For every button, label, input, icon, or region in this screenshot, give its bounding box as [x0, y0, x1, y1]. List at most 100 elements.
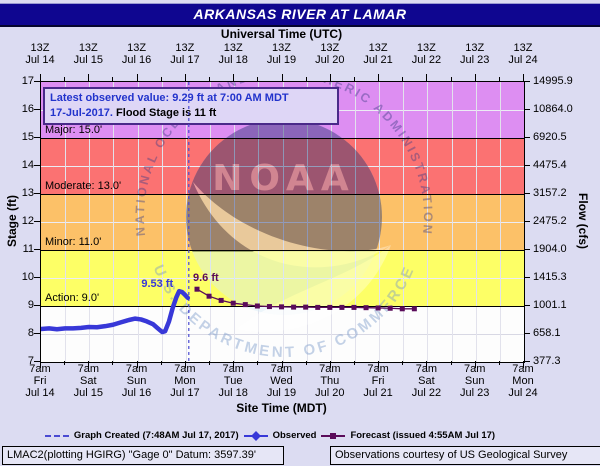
flood-zone-label-action: Action: 9.0' — [45, 292, 100, 304]
flow-tick-label: 14995.9 — [533, 75, 573, 87]
bottom-tick — [233, 361, 234, 368]
bottom-tick — [499, 361, 500, 365]
forecast-point — [375, 305, 381, 311]
stage-tick-label: 13 — [21, 187, 34, 199]
v-gridline — [500, 82, 501, 362]
gage-datum-box: LMAC2(plotting HGIRG) "Gage 0" Datum: 35… — [2, 446, 284, 465]
noaa-emblem-sky — [186, 118, 383, 253]
left-tick — [34, 81, 40, 82]
site-hour-label: 7am — [463, 363, 486, 375]
bottom-tick — [137, 361, 138, 368]
utc-hour-label: 13Z — [223, 42, 243, 54]
top-tick — [40, 74, 41, 81]
forecast-point — [399, 306, 405, 312]
utc-hour-label: 13Z — [320, 42, 340, 54]
utc-hour-label: 13Z — [368, 42, 388, 54]
annotation-date: 17-Jul-2017. — [50, 107, 113, 119]
bottom-tick — [209, 361, 210, 365]
v-gridline — [138, 82, 139, 362]
bottom-tick — [185, 361, 186, 368]
bottom-tick — [306, 361, 307, 365]
site-date-label: Jul 18 — [218, 387, 248, 399]
bottom-tick — [426, 361, 427, 368]
v-gridline — [113, 82, 114, 362]
forecast-point — [291, 304, 297, 310]
flood-boundary-line — [41, 138, 524, 139]
site-dow-label: Wed — [270, 375, 293, 387]
noaa-logo-text: NOAA — [212, 158, 356, 199]
site-dow-label: Tue — [223, 375, 243, 387]
forecast-point — [315, 304, 321, 310]
site-hour-label: 7am — [29, 363, 51, 375]
left-tick — [34, 109, 40, 110]
top-tick — [64, 77, 65, 81]
site-hour-label: 7am — [77, 363, 99, 375]
site-date-label: Jul 24 — [508, 387, 538, 399]
bottom-tick — [257, 361, 258, 365]
noaa-wave-icon — [237, 245, 391, 332]
right-tick — [524, 305, 530, 306]
flow-tick-label: 2475.2 — [533, 215, 567, 227]
site-hour-label: 7am — [415, 363, 438, 375]
flood-boundary-line — [41, 194, 524, 195]
flow-tick-label: 4475.4 — [533, 159, 567, 171]
forecast-start-label: 9.6 ft — [193, 272, 219, 285]
top-tick — [137, 74, 138, 81]
v-gridline — [403, 82, 404, 362]
forecast-point — [194, 286, 200, 292]
utc-date-label: Jul 15 — [73, 54, 103, 66]
site-hour-label: 7am — [125, 363, 148, 375]
left-tick — [34, 249, 40, 250]
forecast-point — [363, 305, 369, 311]
site-dow-label: Sat — [80, 375, 97, 387]
stage-tick-label: 8 — [27, 327, 34, 339]
v-gridline — [234, 82, 235, 362]
flood-boundary-line — [41, 250, 524, 251]
right-tick — [524, 165, 530, 166]
flow-tick-label: 377.3 — [533, 355, 561, 367]
forecast-point — [206, 293, 212, 299]
top-tick — [306, 77, 307, 81]
h-gridline — [41, 278, 524, 279]
stage-tick-label: 11 — [22, 243, 34, 255]
utc-date-label: Jul 14 — [25, 54, 55, 66]
bottom-tick — [523, 361, 524, 368]
flow-tick-label: 1415.3 — [533, 271, 567, 283]
stage-tick-label: 9 — [27, 299, 34, 311]
stage-tick-label: 17 — [21, 75, 34, 87]
site-date-label: Jul 16 — [121, 387, 152, 399]
top-tick — [378, 74, 379, 81]
observed-line-sample — [243, 430, 268, 441]
v-gridline — [452, 82, 453, 362]
forecast-point — [411, 306, 417, 312]
site-date-label: Jul 15 — [73, 387, 103, 399]
v-gridline — [186, 82, 187, 362]
left-tick — [34, 221, 40, 222]
utc-date-label: Jul 23 — [460, 54, 490, 66]
right-axis-title: Flow (cfs) — [576, 193, 590, 249]
utc-date-label: Jul 24 — [508, 54, 538, 66]
top-tick — [402, 77, 403, 81]
h-gridline — [41, 166, 524, 167]
left-tick — [34, 137, 40, 138]
utc-date-label: Jul 16 — [121, 54, 152, 66]
site-dow-label: Mon — [512, 375, 534, 387]
forecast-point — [303, 304, 309, 310]
top-tick — [451, 77, 452, 81]
annotation-box: Latest observed value: 9.29 ft at 7:00 A… — [43, 87, 339, 125]
bottom-tick — [378, 361, 379, 368]
utc-hour-label: 13Z — [78, 42, 98, 54]
site-dow-label: Sun — [464, 375, 485, 387]
diamond-marker-icon — [250, 430, 261, 441]
site-date-label: Jul 21 — [363, 387, 393, 399]
bottom-axis-title: Site Time (MDT) — [236, 401, 327, 415]
noaa-emblem-circle — [186, 119, 382, 315]
site-hour-label: 7am — [512, 363, 534, 375]
bottom-tick — [161, 361, 162, 365]
top-axis-title: Universal Time (UTC) — [220, 27, 343, 41]
site-dow-label: Sat — [418, 375, 435, 387]
top-tick — [426, 74, 427, 81]
left-tick — [34, 193, 40, 194]
right-tick — [524, 333, 530, 334]
forecast-point — [254, 303, 260, 309]
